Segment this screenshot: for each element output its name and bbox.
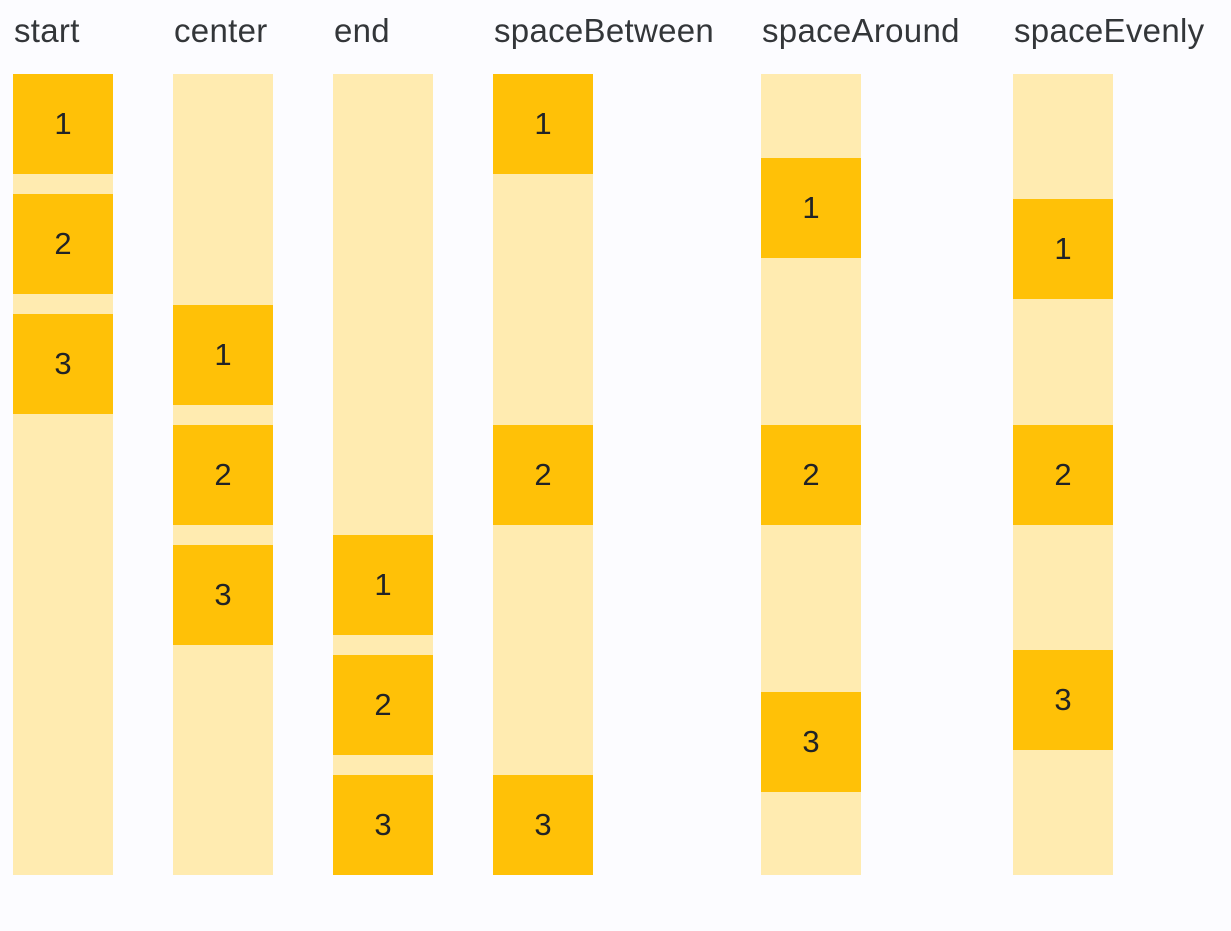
flex-item-box: 2	[333, 655, 433, 755]
flex-item-box: 1	[333, 535, 433, 635]
flex-item-box: 3	[13, 314, 113, 414]
flex-item-box: 1	[173, 304, 273, 405]
flex-item-box: 2	[1013, 424, 1113, 525]
column-label: end	[334, 12, 390, 49]
alignment-column-end: end 1 2 3	[333, 0, 433, 931]
flex-item-box: 2	[493, 424, 593, 525]
flex-item-box: 1	[493, 74, 593, 174]
flex-item-box: 3	[493, 775, 593, 875]
flex-item-box: 2	[761, 424, 861, 525]
flex-item-box: 1	[761, 157, 861, 258]
flex-track-start: 1 2 3	[13, 74, 113, 875]
flex-item-box: 1	[1013, 199, 1113, 300]
flex-track-spacearound: 1 2 3	[761, 74, 861, 875]
column-label: start	[14, 12, 80, 49]
alignment-column-spacearound: spaceAround 1 2 3	[761, 0, 959, 931]
column-label: center	[174, 12, 268, 49]
flex-item-box: 3	[761, 691, 861, 792]
flex-item-box: 3	[1013, 649, 1113, 750]
alignment-column-start: start 1 2 3	[13, 0, 113, 931]
flex-track-end: 1 2 3	[333, 74, 433, 875]
alignment-column-spacebetween: spaceBetween 1 2 3	[493, 0, 714, 931]
column-label: spaceAround	[762, 12, 960, 49]
flex-item-box: 1	[13, 74, 113, 174]
column-label: spaceBetween	[494, 12, 715, 49]
flex-item-box: 3	[173, 544, 273, 645]
flex-item-box: 2	[13, 194, 113, 294]
flex-item-box: 2	[173, 424, 273, 525]
flex-item-box: 3	[333, 775, 433, 875]
column-label: spaceEvenly	[1014, 12, 1205, 49]
flex-track-center: 1 2 3	[173, 74, 273, 875]
alignment-column-spaceevenly: spaceEvenly 1 2 3	[1013, 0, 1204, 931]
flex-track-spacebetween: 1 2 3	[493, 74, 593, 875]
flex-track-spaceevenly: 1 2 3	[1013, 74, 1113, 875]
alignment-column-center: center 1 2 3	[173, 0, 273, 931]
